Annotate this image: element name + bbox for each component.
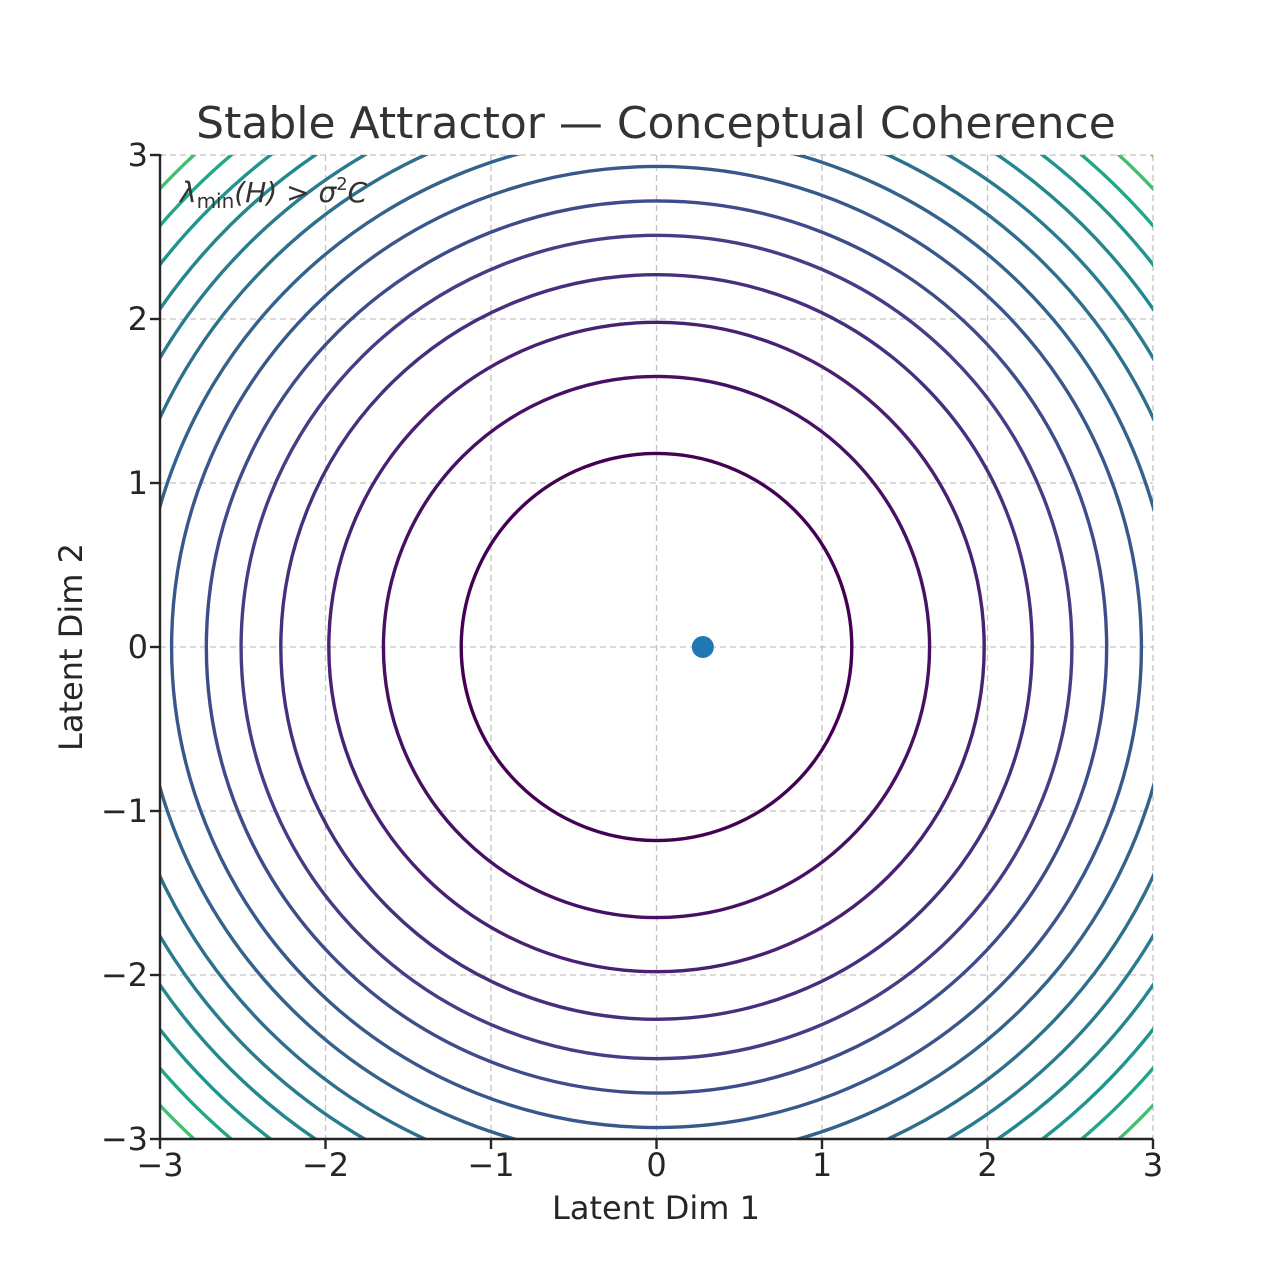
- stability-annotation: λmin(H) > σ2C: [178, 174, 368, 213]
- x-tick-label-3: 0: [646, 1146, 666, 1184]
- y-axis-label: Latent Dim 2: [52, 543, 90, 751]
- x-ticks: −3 −2 −1 0 1 2 3: [136, 1139, 1163, 1184]
- annotation-mid: (H) > σ: [234, 176, 337, 209]
- contour-level-5: [204, 199, 1109, 1095]
- chart-title: Stable Attractor — Conceptual Coherence: [196, 98, 1116, 149]
- x-tick-label-2: −1: [467, 1146, 514, 1184]
- attractor-point: [691, 636, 714, 658]
- grid-lines: [159, 154, 1154, 1140]
- y-tick-label-5: 2: [128, 300, 148, 338]
- y-tick-label-4: 1: [128, 464, 148, 502]
- x-tick-label-6: 3: [1143, 1146, 1163, 1184]
- x-tick-label-0: −3: [136, 1146, 183, 1184]
- annotation-sub: min: [197, 189, 235, 213]
- y-tick-label-2: −1: [101, 792, 148, 830]
- x-tick-label-4: 1: [812, 1146, 832, 1184]
- y-tick-label-3: 0: [128, 628, 148, 666]
- annotation-end: C: [348, 176, 368, 209]
- attractor-points: [691, 636, 714, 658]
- annotation-lambda: λ: [178, 176, 197, 209]
- y-tick-label-6: 3: [128, 136, 148, 174]
- x-tick-label-1: −2: [302, 1146, 349, 1184]
- y-tick-label-1: −2: [101, 956, 148, 994]
- contour-level-4: [239, 233, 1074, 1061]
- y-tick-label-0: −3: [101, 1120, 148, 1158]
- contour-level-3: [279, 273, 1034, 1021]
- y-ticks: −3 −2 −1 0 1 2 3: [101, 136, 160, 1158]
- contour-level-1: [381, 374, 932, 920]
- contour-level-2: [327, 320, 986, 974]
- annotation-sup: 2: [336, 174, 347, 195]
- contour-level-6: [169, 164, 1144, 1130]
- contour-level-0: [459, 451, 854, 843]
- x-tick-label-5: 2: [977, 1146, 997, 1184]
- x-axis-label: Latent Dim 1: [552, 1189, 760, 1227]
